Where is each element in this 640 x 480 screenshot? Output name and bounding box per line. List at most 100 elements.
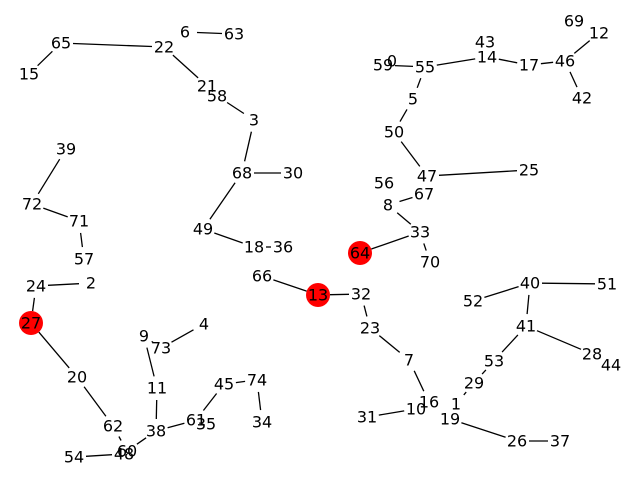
node-label-65: 65 — [51, 34, 71, 53]
node-label-70: 70 — [420, 253, 440, 272]
node-label-56: 56 — [374, 174, 394, 193]
edge-33-70 — [423, 243, 427, 251]
edge-32-23 — [363, 305, 368, 317]
node-label-44: 44 — [601, 356, 621, 375]
edge-41-28 — [536, 330, 582, 350]
node-label-52: 52 — [463, 292, 483, 311]
node-label-39: 39 — [56, 140, 76, 159]
edge-48-54 — [85, 454, 113, 457]
node-label-69: 69 — [564, 12, 584, 31]
edge-6-63 — [196, 31, 223, 35]
node-label-74: 74 — [247, 371, 267, 390]
node-label-31: 31 — [357, 408, 377, 427]
node-label-36: 36 — [273, 238, 293, 257]
node-label-26: 26 — [507, 432, 527, 451]
node-label-53: 53 — [484, 352, 504, 371]
edge-20-62 — [83, 386, 107, 417]
node-label-19: 19 — [440, 410, 460, 429]
node-label-66: 66 — [252, 267, 272, 286]
node-label-34: 34 — [252, 413, 272, 432]
node-label-20: 20 — [67, 368, 87, 387]
edge-23-7 — [378, 335, 401, 353]
node-label-35: 35 — [196, 415, 216, 434]
edge-3-68 — [243, 131, 253, 162]
node-label-27: 27 — [21, 314, 41, 333]
edge-68-49 — [209, 182, 236, 220]
edge-53-29 — [481, 369, 487, 375]
edge-46-12 — [573, 40, 591, 54]
edge-49-18 — [214, 232, 243, 244]
edge-71-57 — [79, 232, 84, 248]
node-label-24: 24 — [26, 277, 46, 296]
node-marker-27 — [19, 311, 43, 335]
edges-layer — [31, 31, 596, 457]
edge-74-34 — [257, 391, 262, 411]
node-marker-64 — [348, 241, 372, 265]
node-label-41: 41 — [516, 317, 536, 336]
node-label-38: 38 — [146, 422, 166, 441]
node-label-14: 14 — [477, 48, 497, 67]
node-label-21: 21 — [197, 77, 217, 96]
node-label-6: 6 — [180, 23, 190, 42]
edge-58-3 — [226, 101, 245, 115]
node-label-48: 48 — [114, 445, 134, 464]
edge-24-2 — [47, 283, 80, 286]
node-label-12: 12 — [589, 24, 609, 43]
edge-59-55 — [394, 64, 414, 68]
node-label-22: 22 — [154, 38, 174, 57]
node-marker-13 — [306, 283, 330, 307]
edge-55-5 — [416, 77, 422, 89]
edge-9-73 — [151, 340, 154, 344]
edge-50-47 — [400, 141, 421, 167]
node-label-13: 13 — [308, 286, 328, 305]
edge-61-45 — [202, 393, 218, 411]
node-label-73: 73 — [151, 339, 171, 358]
edge-19-26 — [461, 422, 506, 438]
node-label-10: 10 — [406, 400, 426, 419]
node-label-61: 61 — [186, 411, 206, 430]
node-label-58: 58 — [207, 87, 227, 106]
node-label-57: 57 — [74, 250, 94, 269]
node-label-47: 47 — [417, 167, 437, 186]
node-label-9: 9 — [139, 327, 149, 346]
node-label-60: 60 — [117, 442, 137, 461]
node-label-5: 5 — [408, 90, 418, 109]
edge-24-27 — [31, 297, 36, 312]
node-label-55: 55 — [415, 58, 435, 77]
node-label-32: 32 — [351, 285, 371, 304]
node-label-3: 3 — [249, 111, 259, 130]
edge-73-4 — [171, 329, 194, 343]
edge-72-71 — [43, 207, 68, 218]
edge-21-58 — [210, 89, 214, 93]
edge-29-1 — [463, 391, 467, 396]
edge-17-46 — [540, 61, 554, 65]
node-label-71: 71 — [69, 212, 89, 231]
edge-7-16 — [413, 370, 425, 392]
node-label-18: 18 — [244, 238, 264, 257]
node-label-54: 54 — [64, 448, 84, 467]
edge-65-22 — [72, 42, 153, 48]
node-label-72: 72 — [22, 195, 42, 214]
node-label-68: 68 — [232, 164, 252, 183]
edge-38-61 — [167, 422, 185, 429]
node-label-30: 30 — [283, 164, 303, 183]
edge-45-74 — [235, 380, 246, 384]
edge-9-11 — [146, 347, 155, 377]
edge-8-33 — [396, 212, 412, 225]
node-label-67: 67 — [414, 185, 434, 204]
node-label-1: 1 — [451, 395, 461, 414]
edge-55-14 — [436, 58, 476, 66]
edge-5-50 — [399, 109, 408, 122]
edge-40-52 — [484, 285, 519, 299]
edge-33-64 — [371, 235, 409, 250]
node-label-42: 42 — [572, 89, 592, 108]
node-label-63: 63 — [224, 25, 244, 44]
edge-62-60 — [118, 436, 122, 441]
node-label-33: 33 — [410, 223, 430, 242]
node-label-49: 49 — [193, 220, 213, 239]
edge-14-17 — [498, 58, 518, 64]
node-label-23: 23 — [360, 319, 380, 338]
node-label-46: 46 — [555, 52, 575, 71]
node-label-43: 43 — [475, 33, 495, 52]
